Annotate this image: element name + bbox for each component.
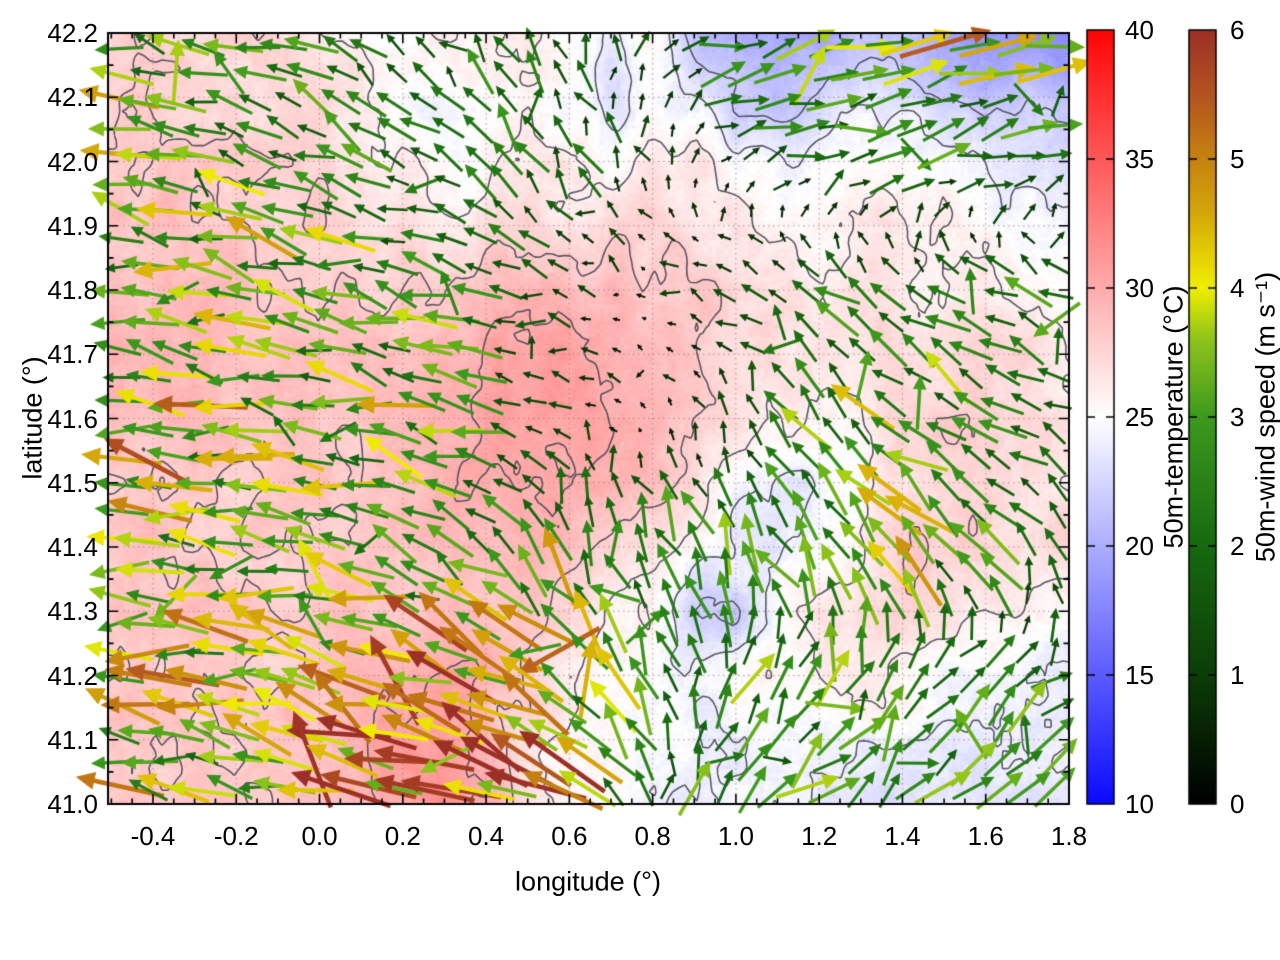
x-tick-label: 1.8: [1050, 821, 1088, 851]
temperature-colorbar-tick-label: 40: [1125, 15, 1154, 45]
wind-colorbar-tick-label: 1: [1230, 660, 1245, 690]
y-tick-label: 41.6: [47, 403, 98, 434]
wind-colorbar-tick-label: 0: [1230, 789, 1245, 819]
temperature-colorbar-tick-label: 15: [1125, 660, 1154, 690]
x-tick-label: -0.4: [130, 821, 176, 851]
y-tick-label: 41.8: [47, 275, 98, 305]
y-tick-label: 42.1: [47, 82, 98, 113]
wind-colorbar-tick-label: 5: [1230, 144, 1245, 174]
x-tick-label: 1.0: [717, 821, 754, 851]
y-tick-label: 41.3: [47, 596, 98, 627]
y-tick-label: 41.0: [47, 789, 98, 819]
x-tick-label: 1.6: [967, 821, 1004, 851]
y-tick-label: 41.5: [47, 467, 98, 498]
x-tick-label: -0.2: [213, 821, 259, 851]
y-tick-label: 41.4: [47, 532, 98, 562]
x-tick-label: 0.4: [467, 821, 505, 851]
x-tick-label: 0.2: [384, 821, 421, 851]
x-tick-label: 0.8: [634, 821, 671, 851]
temperature-colorbar-tick-label: 20: [1125, 531, 1154, 561]
temperature-colorbar-tick-label: 30: [1125, 273, 1154, 303]
y-tick-label: 42.2: [47, 18, 98, 48]
y-tick-label: 42.0: [47, 146, 98, 177]
wind-colorbar-tick-label: 4: [1230, 273, 1245, 303]
x-tick-label: 1.2: [801, 821, 838, 851]
x-tick-label: 0.0: [301, 821, 338, 851]
wind-colorbar-tick-label: 6: [1230, 15, 1245, 45]
y-tick-label: 41.7: [47, 339, 98, 370]
wind-colorbar-tick-label: 2: [1230, 531, 1245, 561]
temperature-colorbar-tick-label: 10: [1125, 789, 1154, 819]
y-tick-label: 41.1: [47, 724, 98, 755]
y-tick-label: 41.2: [47, 660, 98, 691]
x-axis-label: longitude (°): [515, 866, 661, 897]
x-tick-label: 1.4: [884, 821, 921, 851]
y-tick-label: 41.9: [47, 210, 98, 241]
x-tick-label: 0.6: [551, 821, 588, 851]
temperature-colorbar-tick-label: 35: [1125, 144, 1154, 174]
wind-colorbar-tick-label: 3: [1230, 402, 1245, 432]
temperature-colorbar-tick-label: 25: [1125, 402, 1154, 432]
